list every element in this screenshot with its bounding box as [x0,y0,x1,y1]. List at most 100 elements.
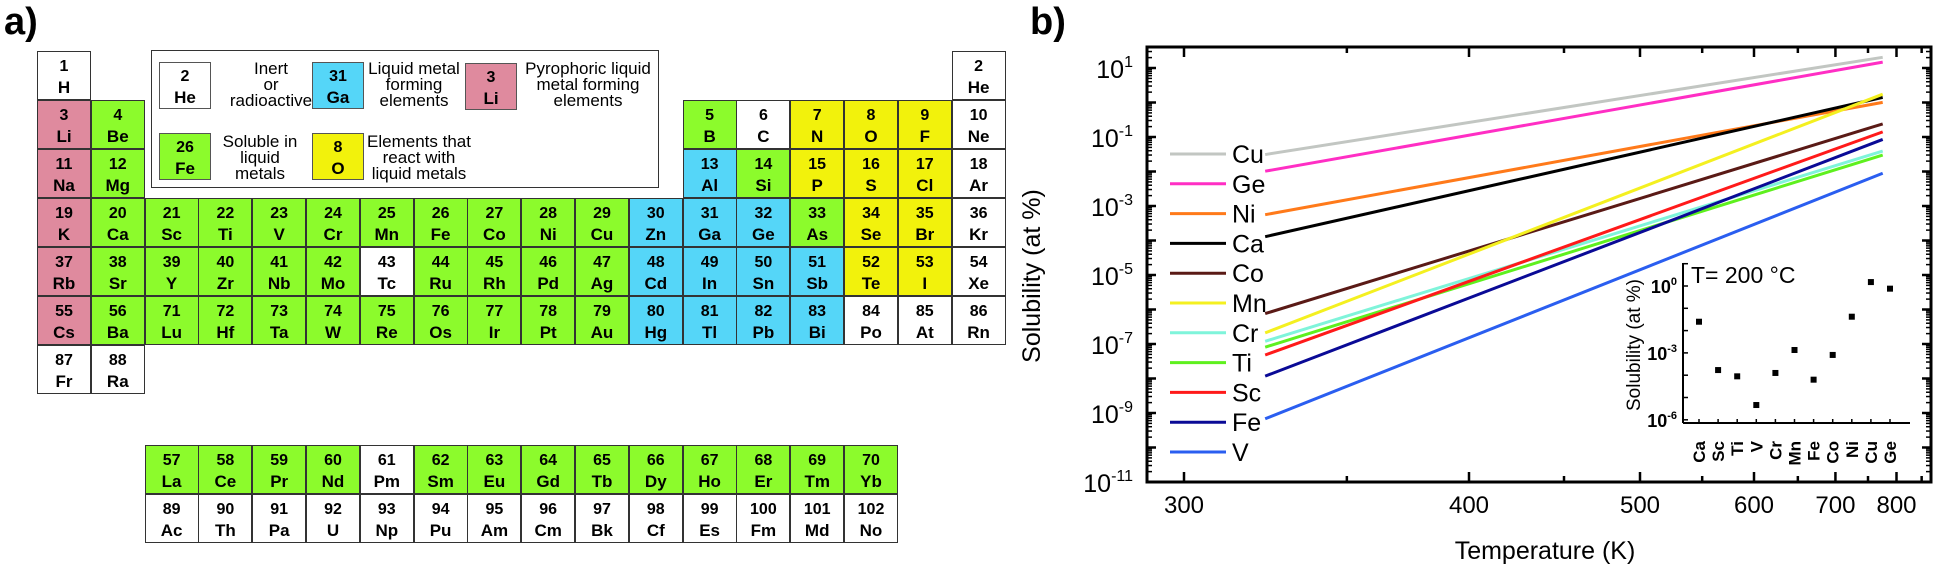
atomic-number: 25 [377,205,396,222]
element-symbol: Sb [806,274,829,293]
element-symbol: Se [860,225,882,244]
atomic-number: 56 [108,303,127,320]
atomic-number: 46 [539,254,558,271]
legend-label-sc: Sc [1232,379,1261,407]
element-symbol: Zr [216,274,234,293]
atomic-number: 68 [754,452,773,469]
element-symbol: Br [915,225,935,244]
element-cell-bk: 97 Bk [575,494,629,543]
element-symbol: Cm [534,521,562,540]
element-cell-mo: 42 Mo [306,247,360,296]
element-cell-s: 16 S [844,149,898,198]
element-symbol: O [864,127,878,146]
element-symbol: La [161,472,182,491]
atomic-number: 31 [329,68,347,85]
element-cell-th: 90 Th [198,494,253,543]
y-tick-exponent: -7 [1119,330,1133,347]
series-line-cu [1264,55,1883,157]
element-cell-pu: 94 Pu [413,494,468,543]
atomic-number: 28 [539,205,558,222]
element-cell-te: 52 Te [844,247,898,296]
element-symbol: Lu [161,323,182,342]
atomic-number: 3 [59,107,69,124]
legend-label-cr: Cr [1232,320,1258,348]
inset-point-co [1829,351,1836,358]
element-cell-cd: 48 Cd [628,247,683,296]
atomic-number: 44 [431,254,450,271]
atomic-number: 48 [646,254,665,271]
element-cell-sb: 51 Sb [790,247,845,296]
element-cell-os: 76 Os [413,296,468,345]
atomic-number: 87 [55,352,73,369]
x-tick-label: 800 [1876,492,1916,519]
atomic-number: 6 [758,107,768,124]
element-cell-sc: 21 Sc [144,198,199,247]
y-tick-label: 101 [1096,54,1133,84]
atomic-number: 101 [803,501,831,518]
element-symbol: Ga [326,88,350,107]
element-cell-xe: 54 Xe [951,247,1006,296]
element-symbol: Ce [214,472,237,491]
element-cell-po: 84 Po [844,296,898,345]
y-tick-base: 10 [1091,401,1119,429]
element-cell-fm: 100 Fm [736,494,791,543]
legend-label-cu: Cu [1232,141,1264,169]
element-cell-na: 11 Na [37,149,91,198]
element-symbol: Li [483,89,499,108]
element-cell-ti: 22 Ti [198,198,253,247]
atomic-number: 52 [862,254,880,271]
atomic-number: 18 [969,156,988,173]
atomic-number: 82 [754,303,773,320]
atomic-number: 30 [646,205,665,222]
periodic-table-legend: 2 He Inert or radioactive 31 Ga Liquid metal … [151,50,659,188]
x-axis-label: Temperature (K) [1455,537,1636,565]
element-cell-in: 49 In [682,247,737,296]
inset-point-mn [1791,346,1798,353]
element-symbol: Sn [752,274,775,293]
element-symbol: Dy [644,472,667,491]
y-tick-label: 10-5 [1091,261,1133,291]
atomic-number: 47 [593,254,611,271]
element-cell-se: 34 Se [844,198,898,247]
element-cell-ca: 20 Ca [90,198,145,247]
element-cell-dy: 66 Dy [628,445,683,494]
element-cell-ni: 28 Ni [521,198,576,247]
atomic-number: 73 [270,303,289,320]
series-line-co [1264,122,1884,316]
element-cell-eu: 63 Eu [467,445,522,494]
element-symbol: Pm [373,472,401,491]
element-cell-ru: 44 Ru [413,247,468,296]
atomic-number: 8 [866,107,876,124]
inset-x-tick-label: Co [1824,441,1843,464]
inset-y-tick-label: 100 [1651,276,1677,297]
element-symbol: W [324,323,342,342]
atomic-number: 23 [270,205,289,222]
series-line-v [1264,171,1884,421]
element-symbol: Hg [644,323,668,342]
element-symbol: Os [429,323,452,342]
element-cell-yb: 70 Yb [844,445,898,494]
inset-x-tick-label: Sc [1709,441,1728,462]
atomic-number: 26 [176,139,194,156]
element-cell-bi: 83 Bi [790,296,845,345]
atomic-number: 71 [162,303,181,320]
series-line-cr [1264,149,1884,343]
element-symbol: Er [754,472,773,491]
atomic-number: 9 [920,107,930,124]
element-cell-tc: 43 Tc [359,247,414,296]
element-cell-ac: 89 Ac [144,494,199,543]
inset-y-tick-exponent: -6 [1667,410,1677,422]
element-symbol: Ta [269,323,289,342]
element-symbol: Ir [488,323,501,342]
inset-x-tick-label: Ni [1843,441,1862,458]
element-cell-kr: 36 Kr [951,198,1006,247]
atomic-number: 61 [377,452,396,469]
panel-a-label: a) [4,1,38,43]
inset-y-tick-base: 10 [1647,411,1667,431]
atomic-number: 64 [539,452,558,469]
atomic-number: 40 [216,254,235,271]
element-symbol: Bk [591,521,613,540]
element-cell-li: 3 Li [37,100,91,149]
atomic-number: 80 [646,303,665,320]
